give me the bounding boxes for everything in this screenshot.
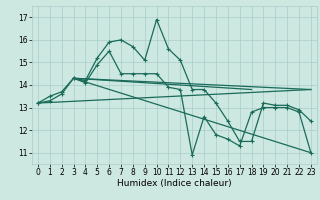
- X-axis label: Humidex (Indice chaleur): Humidex (Indice chaleur): [117, 179, 232, 188]
